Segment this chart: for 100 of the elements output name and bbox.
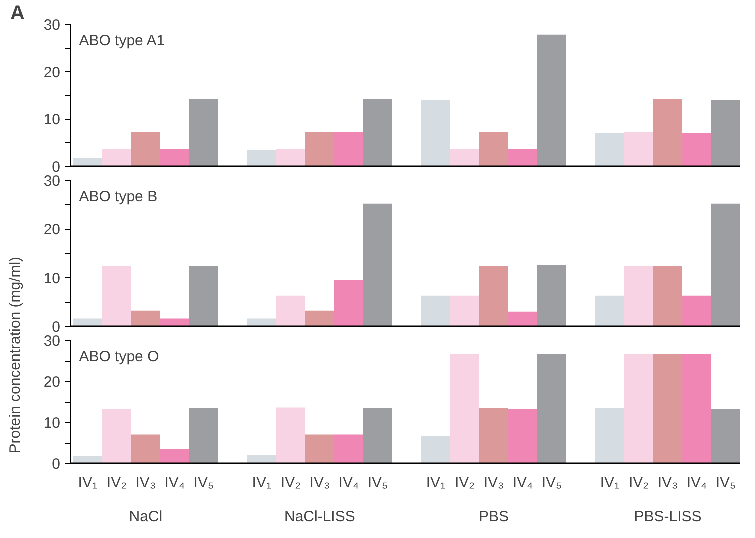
bar [305,132,334,166]
bar [131,434,160,464]
x-tick-label: IV₄ [686,474,708,492]
bar [624,354,654,464]
bar [682,296,712,326]
x-tick-label: IV₃ [310,474,330,492]
y-tick-label: 10 [44,112,61,129]
bar [624,132,654,166]
y-tick-label: 30 [44,173,61,190]
x-tick-label: IV₄ [512,474,534,492]
bar [189,266,218,326]
bar [189,408,218,464]
y-tick-label: 20 [44,374,61,391]
bar [160,449,190,464]
text: ABO type A1 [79,32,166,50]
bar [73,318,102,326]
bar [682,133,712,166]
bar [334,280,364,326]
bar [334,434,364,464]
bar [508,409,538,464]
bar [247,455,276,464]
bar [131,132,160,166]
x-tick-label: IV₄ [164,474,186,492]
bar [334,132,364,166]
x-tick-label: IV₃ [484,474,504,492]
bar [102,149,132,166]
y-tick-label: 20 [44,64,61,82]
bar [363,99,392,166]
bar [479,132,508,166]
x-tick-label: IV₃ [136,474,156,492]
bar [73,158,102,166]
bar [160,318,190,326]
bar [102,409,132,464]
text: PBS [478,508,509,526]
chart-title: A [10,2,25,24]
bar [711,100,740,166]
bar [276,408,306,464]
bar [421,100,450,166]
bar [508,149,538,166]
x-tick-label: IV₅ [716,474,736,492]
y-tick-label: 0 [52,159,60,176]
bar [363,204,392,326]
bar [73,456,102,464]
bar [508,312,538,326]
bar [682,354,712,464]
y-tick-label: 0 [52,456,60,473]
x-tick-label: IV₁ [78,474,98,492]
bar [537,265,566,326]
x-tick-label: IV₂ [628,474,650,492]
bar [276,296,306,326]
bar [595,408,624,464]
bar [711,204,740,326]
bar [363,408,392,464]
y-tick-label: 30 [44,333,61,350]
bar [537,354,566,464]
bar [189,99,218,166]
x-tick-label: IV₅ [194,474,214,492]
bar [595,133,624,166]
bar [247,318,276,326]
bar [479,266,508,326]
y-tick-label: 30 [44,17,61,34]
text: ABO type O [79,348,160,366]
x-tick-label: IV₂ [106,474,128,492]
bar [653,266,682,326]
x-tick-label: IV₅ [542,474,562,492]
x-tick-label: IV₁ [600,474,620,492]
y-axis-title: Protein concentration (mg/ml) [7,256,24,454]
bar [479,408,508,464]
bar [421,296,450,326]
y-tick-label: 10 [44,415,61,432]
bar [595,296,624,326]
bar [653,99,682,166]
text: PBS-LISS [634,508,702,526]
x-tick-label: IV₂ [454,474,476,492]
bar [450,296,480,326]
x-tick-label: IV₁ [252,474,272,492]
bar [276,149,306,166]
x-tick-label: IV₁ [426,474,446,492]
bar [305,310,334,326]
bar [305,434,334,464]
text: ABO type B [79,188,158,206]
bar [711,409,740,464]
x-tick-label: IV₂ [280,474,302,492]
bar [653,354,682,464]
y-tick-label: 0 [52,319,60,336]
x-tick-label: IV₄ [338,474,360,492]
y-tick-label: 10 [44,270,61,288]
x-tick-label: IV₅ [368,474,388,492]
bar [537,34,566,166]
text: NaCl-LISS [284,508,356,526]
x-tick-label: IV₃ [658,474,678,492]
bar [624,266,654,326]
bar [247,150,276,166]
bar [450,354,480,464]
bar [450,149,480,166]
bar [131,310,160,326]
text: NaCl [129,508,163,526]
bar [421,436,450,464]
bar [160,149,190,166]
y-tick-label: 20 [44,222,61,239]
